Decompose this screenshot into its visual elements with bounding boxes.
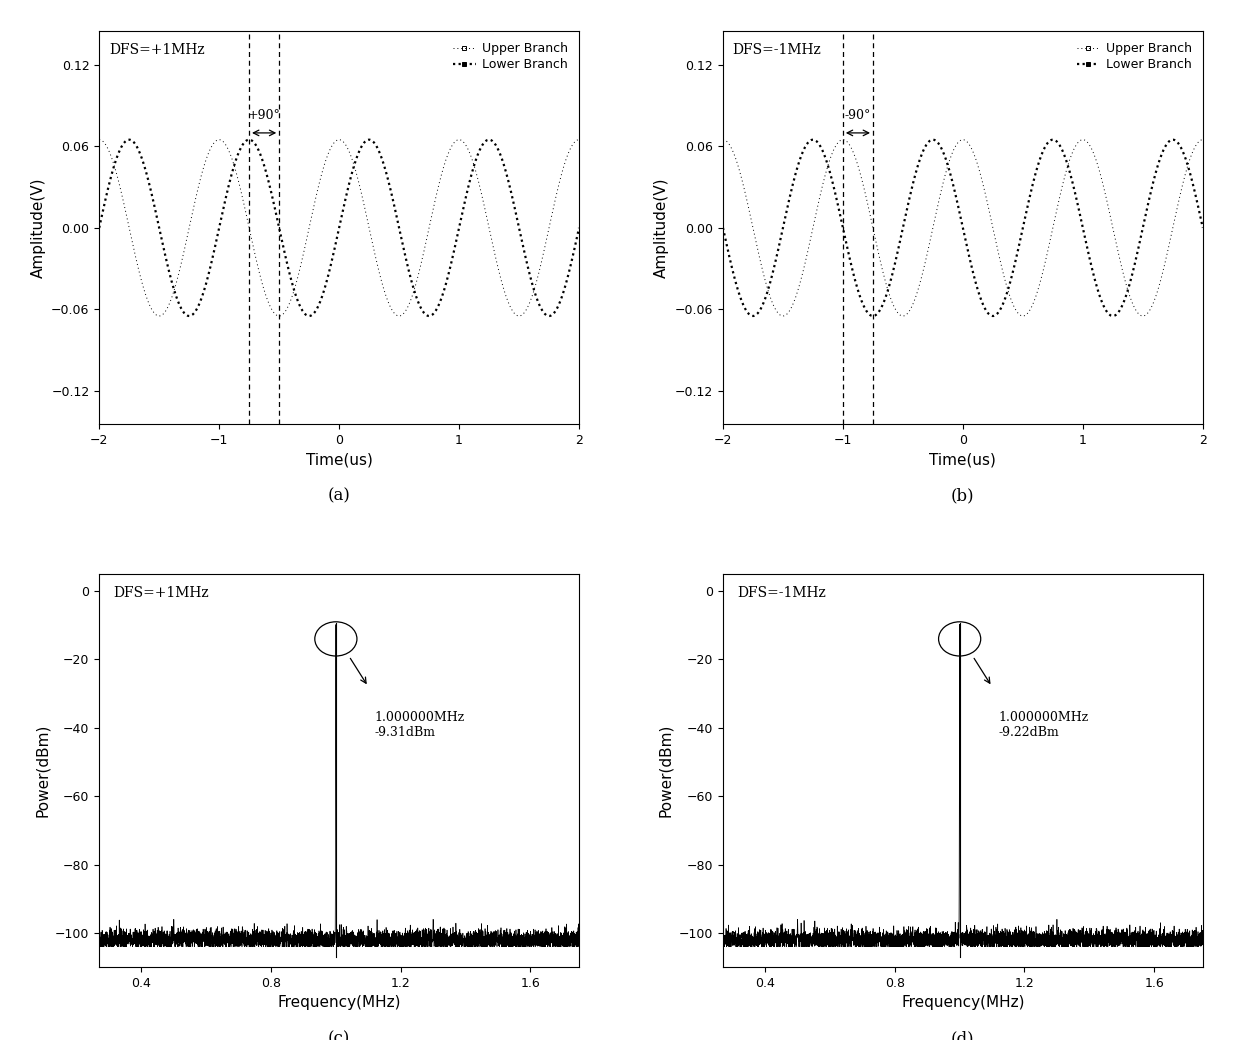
Text: 1.000000MHz
-9.31dBm: 1.000000MHz -9.31dBm [374,710,465,738]
Text: DFS=-1MHz: DFS=-1MHz [738,586,826,600]
Text: (b): (b) [951,488,975,504]
Text: DFS=+1MHz: DFS=+1MHz [114,586,210,600]
Text: -90°: -90° [844,109,872,122]
X-axis label: Time(us): Time(us) [930,452,996,468]
Text: (a): (a) [327,488,351,504]
Y-axis label: Amplitude(V): Amplitude(V) [655,178,670,278]
Legend: Upper Branch, Lower Branch: Upper Branch, Lower Branch [448,37,573,76]
Y-axis label: Power(dBm): Power(dBm) [35,724,50,817]
X-axis label: Time(us): Time(us) [306,452,372,468]
Text: DFS=+1MHz: DFS=+1MHz [109,43,205,57]
X-axis label: Frequency(MHz): Frequency(MHz) [901,995,1024,1011]
X-axis label: Frequency(MHz): Frequency(MHz) [278,995,401,1011]
Text: +90°: +90° [248,109,280,122]
Text: (d): (d) [951,1031,975,1040]
Text: DFS=-1MHz: DFS=-1MHz [733,43,821,57]
Legend: Upper Branch, Lower Branch: Upper Branch, Lower Branch [1071,37,1197,76]
Text: (c): (c) [327,1031,351,1040]
Text: 1.000000MHz
-9.22dBm: 1.000000MHz -9.22dBm [998,710,1089,738]
Y-axis label: Amplitude(V): Amplitude(V) [31,178,46,278]
Y-axis label: Power(dBm): Power(dBm) [658,724,673,817]
